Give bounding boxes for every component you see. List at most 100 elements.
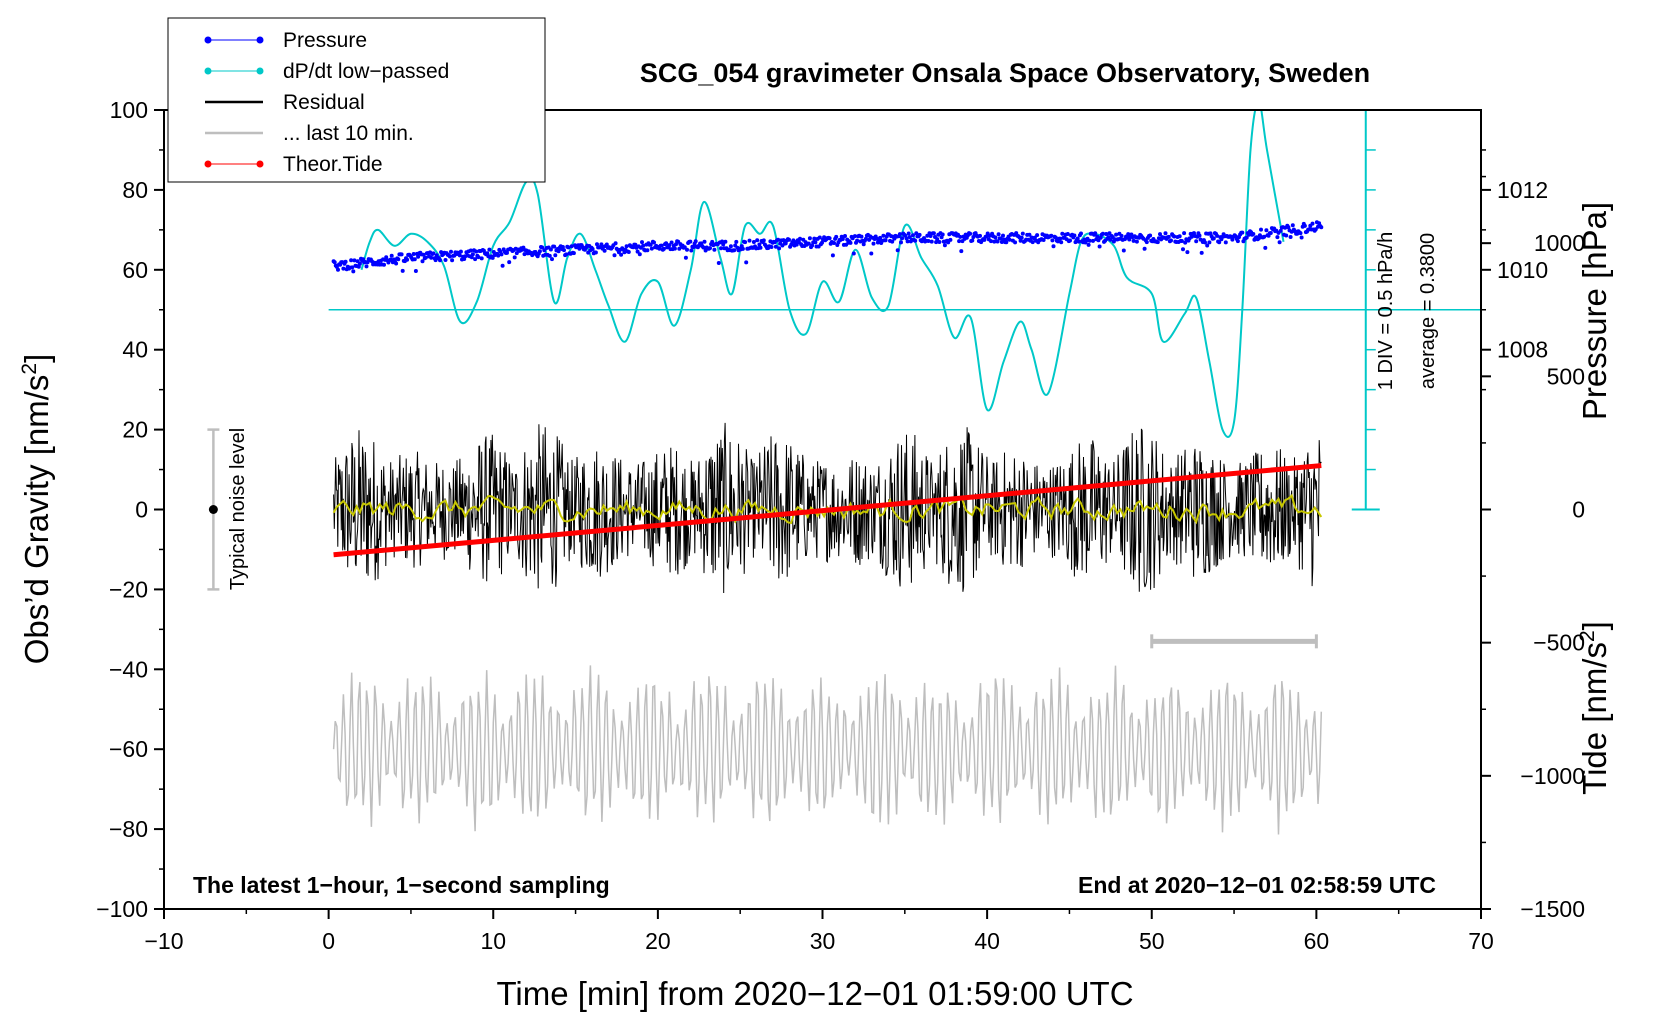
pressure-point (840, 237, 845, 241)
pressure-point (361, 257, 366, 262)
pressure-point (1172, 234, 1177, 239)
pressure-point (1051, 244, 1056, 249)
pressure-point (473, 257, 478, 262)
pressure-point (1079, 231, 1083, 236)
pressure-point (744, 260, 749, 265)
pressure-point (807, 236, 812, 241)
pressure-point (664, 241, 669, 246)
y-tick-label: −60 (109, 736, 148, 762)
chart-title: SCG_054 gravimeter Onsala Space Observat… (640, 58, 1370, 88)
legend-marker-left (204, 36, 212, 44)
pressure-point (1106, 235, 1111, 240)
pressure-point (1107, 231, 1112, 236)
pressure-point (349, 258, 354, 263)
pressure-point (810, 243, 815, 248)
tide-axis-title-main: Tide [nm/s (1576, 642, 1613, 795)
pressure-point (1185, 250, 1190, 255)
pressure-point (1240, 230, 1245, 235)
pressure-point (688, 239, 693, 244)
pressure-point (1087, 238, 1092, 243)
pressure-point (869, 251, 874, 256)
pressure-point (1278, 228, 1283, 233)
legend-marker-right (256, 160, 264, 168)
axes-layer: −10 0 10 20 30 40 50 60 70−100−80−60−40−20020406… (96, 97, 1585, 954)
pressure-point (851, 251, 856, 256)
pressure-point (989, 239, 993, 244)
pressure-point (512, 255, 517, 260)
pressure-point (1114, 232, 1119, 237)
pressure-point (978, 233, 982, 238)
pressure-point (1284, 233, 1289, 238)
pressure-point (1262, 234, 1267, 239)
pressure-point (813, 240, 818, 245)
pressure-point (476, 255, 481, 260)
pressure-point (798, 236, 802, 241)
pressure-point (474, 249, 479, 254)
series-last-10-min (332, 665, 1323, 835)
pressure-point (758, 245, 763, 250)
pressure-point (552, 244, 557, 249)
pressure-point (1298, 231, 1303, 236)
noise-label: Typical noise level (227, 428, 249, 590)
pressure-point (411, 252, 416, 256)
pressure-point (1169, 238, 1173, 243)
pressure-point (993, 235, 998, 240)
pressure-point (447, 254, 452, 259)
pressure-point (648, 242, 653, 247)
pressure-point (416, 254, 421, 259)
x-tick-label: 40 (974, 928, 1000, 954)
pressure-point (1059, 240, 1064, 245)
pressure-point (776, 237, 781, 242)
pressure-point (556, 249, 561, 254)
y-tick-label: 0 (135, 497, 148, 523)
pressure-point (1007, 237, 1012, 242)
pressure-point (970, 238, 975, 243)
pressure-point (1144, 240, 1149, 245)
pressure-point (564, 252, 569, 257)
pressure-point (1290, 223, 1295, 228)
pressure-point (540, 245, 545, 250)
pressure-point (1264, 228, 1269, 233)
pressure-point (691, 245, 696, 250)
tide-axis-title: Tide [nm/s2] (1576, 621, 1613, 795)
x-tick-label: 20 (645, 928, 671, 954)
pressure-point (450, 258, 455, 263)
pressure-point (661, 246, 666, 251)
pressure-point (1060, 231, 1065, 236)
pressure-point (626, 250, 631, 254)
dpdt-scale-label: 1 DIV = 0.5 hPa/h (1375, 232, 1397, 390)
pressure-point (1001, 233, 1005, 238)
legend-label: dP/dt low−passed (283, 60, 449, 83)
pressure-tick-label: 1012 (1497, 177, 1548, 203)
pressure-point (389, 253, 394, 258)
pressure-point (728, 244, 733, 249)
pressure-point (351, 269, 356, 274)
pressure-point (905, 239, 910, 244)
pressure-point (1050, 238, 1055, 243)
pressure-point (935, 237, 940, 242)
pressure-point (881, 233, 886, 238)
series-pressure (331, 220, 1324, 274)
pressure-point (1097, 244, 1102, 249)
pressure-point (1244, 235, 1249, 240)
pressure-point (1104, 232, 1109, 236)
pressure-point (1277, 240, 1282, 245)
pressure-point (1207, 240, 1212, 245)
pressure-point (820, 240, 824, 245)
pressure-point (1119, 233, 1124, 238)
pressure-point (1020, 231, 1025, 236)
pressure-point (595, 242, 599, 247)
pressure-point (1286, 225, 1291, 230)
pressure-point (553, 253, 558, 258)
pressure-point (1217, 240, 1222, 245)
pressure-point (937, 240, 942, 244)
pressure-point (1275, 235, 1280, 240)
pressure-point (413, 269, 418, 273)
pressure-point (499, 252, 504, 257)
pressure-point (429, 255, 434, 260)
pressure-point (743, 240, 748, 245)
pressure-point (1108, 237, 1113, 242)
text-layer: SCG_054 gravimeter Onsala Space Observat… (18, 58, 1613, 1012)
tide-tick-label: −1000 (1520, 763, 1585, 789)
legend-marker-right (256, 67, 264, 75)
